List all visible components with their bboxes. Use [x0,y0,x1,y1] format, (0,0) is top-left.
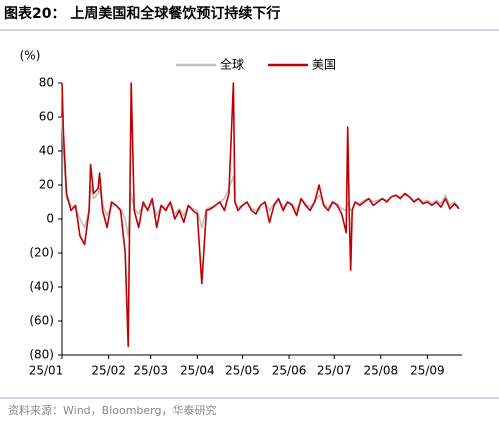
y-tick-label: 80 [39,76,54,90]
legend-label: 全球 [220,57,244,72]
x-tick-label: 25/02 [91,364,126,378]
x-tick-label: 25/06 [272,364,307,378]
y-tick-label: (60) [29,314,54,328]
y-tick-label: 20 [39,178,54,192]
y-tick-label: (40) [29,280,54,294]
source: 资料来源：Wind，Bloomberg，华泰研究 [8,403,216,417]
line-series [61,82,460,348]
y-tick-label: (80) [29,348,54,362]
y-tick-label: 60 [39,110,54,124]
x-tick-label: 25/08 [364,364,399,378]
x-tick-label: 25/03 [133,364,168,378]
x-tick-label: 25/05 [225,364,260,378]
x-tick-label: 25/07 [317,364,352,378]
x-tick-label: 25/04 [180,364,215,378]
y-axis-label: (%) [20,49,41,63]
x-tick-label: 25/01 [29,364,64,378]
y-tick-label: (20) [29,246,54,260]
chart-title: 图表20： 上周美国和全球餐饮预订持续下行 [4,5,280,22]
y-tick-label: 0 [46,212,54,226]
y-tick-label: 40 [39,144,54,158]
x-tick-label: 25/09 [410,364,445,378]
legend-label: 美国 [312,58,336,72]
line-series [61,116,460,237]
